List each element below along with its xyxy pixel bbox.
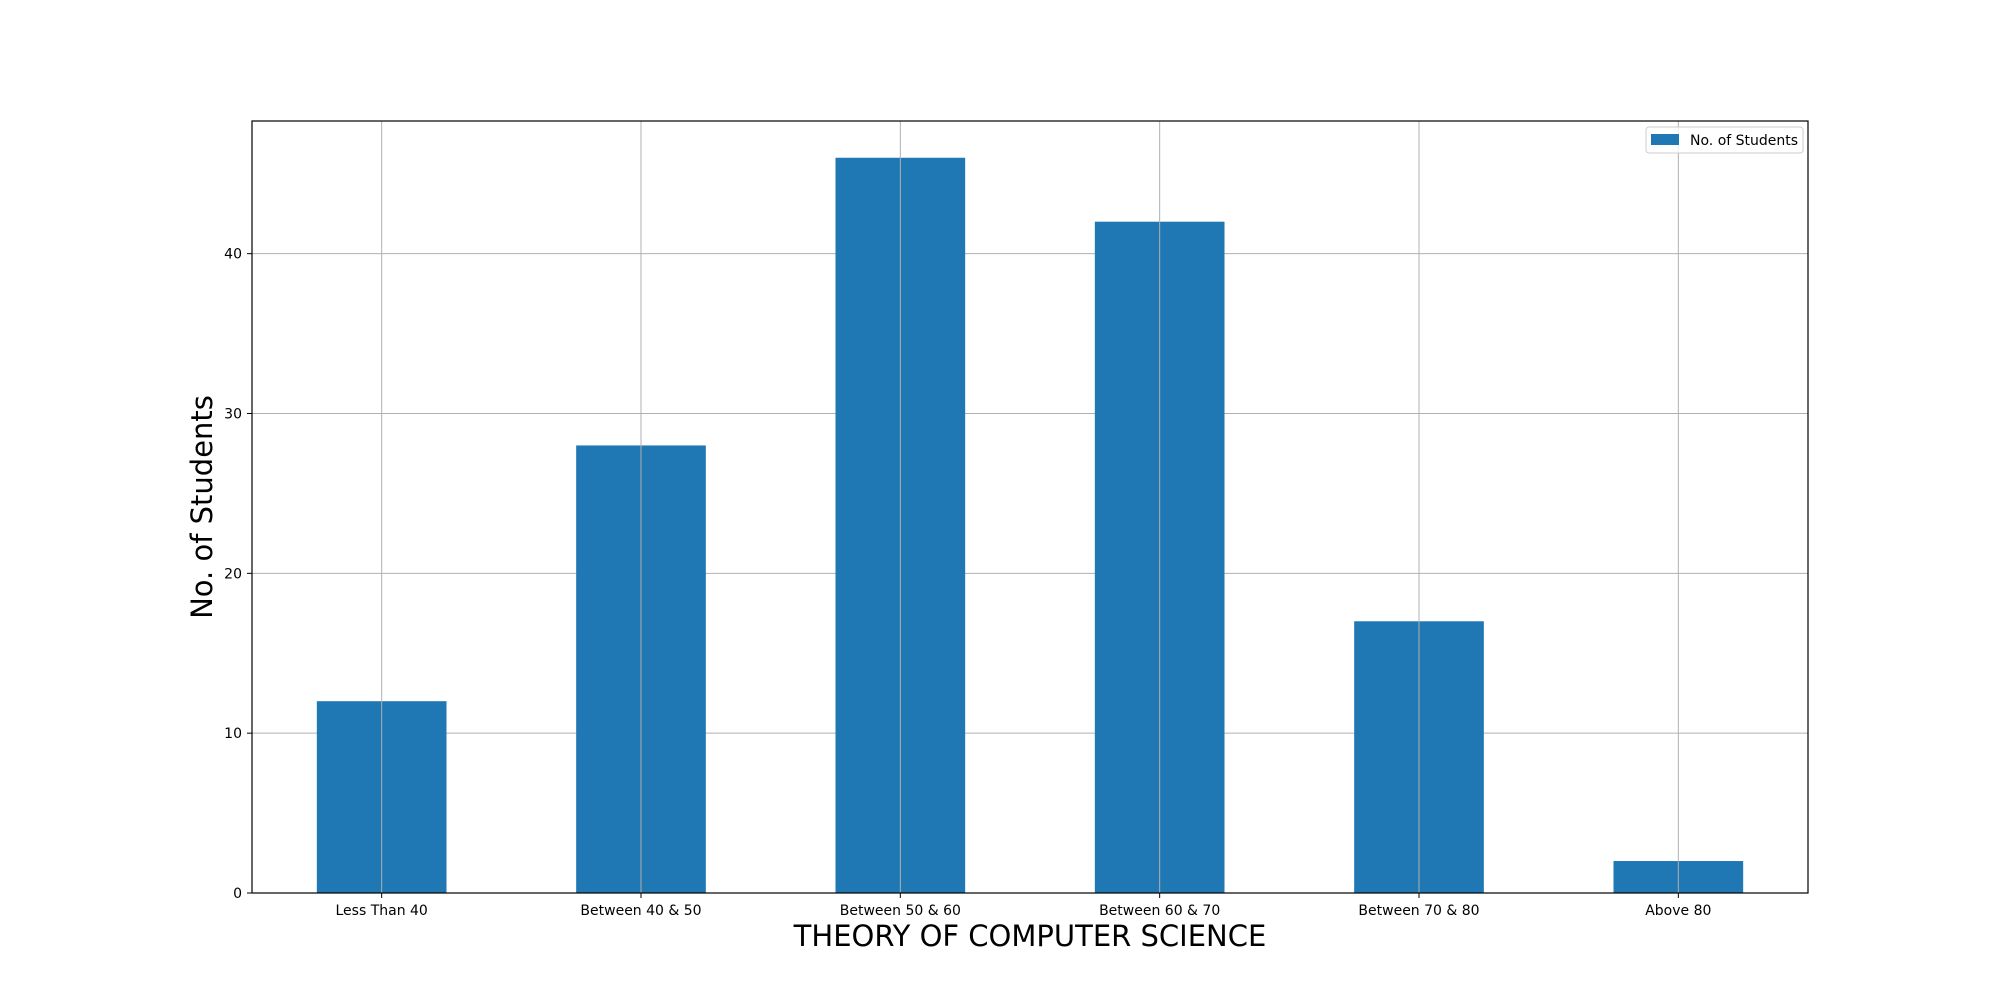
- y-tick-label: 0: [233, 886, 242, 902]
- x-tick-label: Between 50 & 60: [840, 903, 961, 919]
- legend: No. of Students: [1645, 126, 1804, 154]
- x-axis-ticks: Less Than 40 Between 40 & 50 Between 50 & …: [335, 893, 1711, 919]
- y-axis-ticks: 0 10 20 30 40: [224, 247, 252, 902]
- y-tick-label: 40: [224, 247, 242, 263]
- bars: [316, 157, 1744, 893]
- grid-lines-front: [381, 121, 1679, 893]
- x-tick-label: Less Than 40: [335, 903, 427, 919]
- legend-box: [1645, 126, 1804, 154]
- y-tick-label: 30: [224, 406, 242, 422]
- x-tick-label: Between 60 & 70: [1099, 903, 1220, 919]
- grid-lines: [252, 253, 1808, 894]
- x-tick-label: Above 80: [1645, 903, 1711, 919]
- x-tick-label: Between 70 & 80: [1358, 903, 1479, 919]
- y-tick-label: 10: [224, 726, 242, 742]
- y-axis-title: No. of Students: [185, 395, 219, 619]
- x-axis-title: THEORY OF COMPUTER SCIENCE: [793, 919, 1267, 953]
- x-tick-label: Between 40 & 50: [580, 903, 701, 919]
- legend-swatch: [1651, 134, 1679, 145]
- legend-label: No. of Students: [1690, 133, 1798, 149]
- y-tick-label: 20: [224, 566, 242, 582]
- plot-area-frame: [251, 120, 1809, 894]
